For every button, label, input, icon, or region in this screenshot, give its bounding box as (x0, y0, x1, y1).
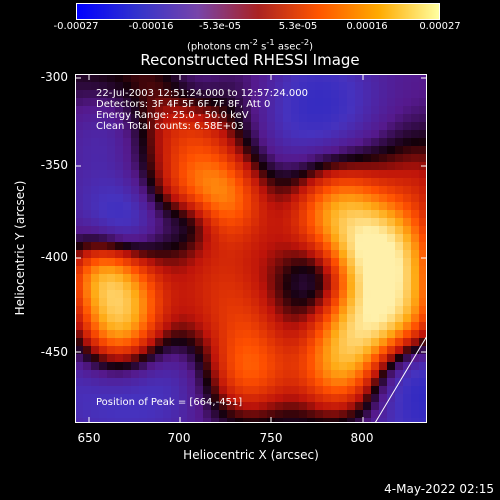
y-axis-label: Heliocentric Y (arcsec) (13, 180, 27, 316)
annotation-energy: Energy Range: 25.0 - 50.0 keV (96, 110, 249, 121)
colorbar (76, 3, 440, 20)
annotation-time: 22-Jul-2003 12:51:24.000 to 12:57:24.000 (96, 88, 308, 99)
colorbar-tick: -0.00016 (128, 21, 174, 32)
plot-frame (75, 74, 427, 423)
colorbar-tick: 5.3e-05 (278, 21, 318, 32)
colorbar-unit: (photons cm-2 s-1 asec-2) (186, 37, 314, 53)
x-tick: 800 (350, 431, 374, 445)
annotation-clean: Clean Total counts: 6.58E+03 (96, 121, 244, 132)
footer-date: 4-May-2022 02:15 (384, 482, 494, 496)
rhessi-image (75, 74, 427, 423)
colorbar-tick: 0.00027 (419, 21, 461, 32)
plot-title: Reconstructed RHESSI Image (140, 51, 360, 69)
y-tick: -400 (40, 250, 68, 264)
solar-limb-line (374, 335, 427, 423)
x-axis-label: Heliocentric X (arcsec) (183, 448, 319, 462)
x-tick: 750 (259, 431, 283, 445)
y-tick: -450 (40, 345, 68, 359)
x-tick: 700 (167, 431, 191, 445)
peak-position-label: Position of Peak = [664,-451] (96, 397, 243, 408)
image-canvas (75, 74, 427, 423)
x-tick: 650 (77, 431, 101, 445)
y-tick: -300 (40, 70, 68, 84)
y-tick: -350 (40, 158, 68, 172)
annotation-detectors: Detectors: 3F 4F 5F 6F 7F 8F, Att 0 (96, 99, 271, 110)
colorbar-tick: -5.3e-05 (199, 21, 241, 32)
colorbar-tick: 0.00016 (346, 21, 388, 32)
colorbar-tick: -0.00027 (53, 21, 99, 32)
